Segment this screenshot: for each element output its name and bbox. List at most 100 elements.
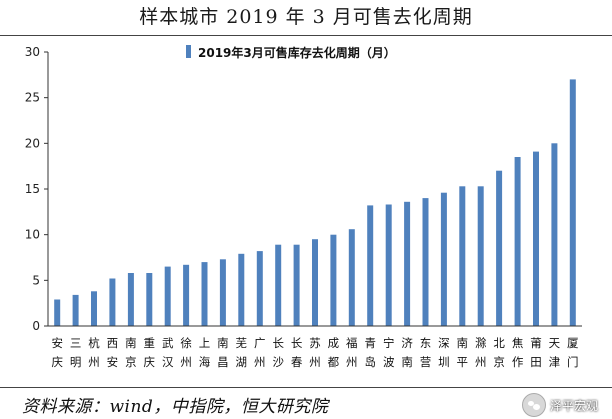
x-tick-label: 庆 <box>51 355 63 369</box>
source-note: 资料来源：wind，中指院，恒大研究院 <box>22 397 329 417</box>
x-tick-label: 芜 <box>236 336 248 350</box>
y-tick-label: 0 <box>32 319 40 333</box>
bar <box>54 299 61 326</box>
bar <box>275 244 282 326</box>
bar <box>551 143 558 326</box>
bar <box>219 259 226 326</box>
y-tick-label: 10 <box>25 228 40 242</box>
x-tick-label: 三 <box>70 336 82 350</box>
x-tick-label: 京 <box>125 355 137 369</box>
x-axis: 安庆三明杭州西安南京重庆武汉徐州上海南昌芜湖广州长沙长春苏州成都福州青岛宁波济南… <box>48 325 582 369</box>
x-tick-label: 南 <box>125 336 137 350</box>
bar <box>109 278 116 326</box>
legend-label: 2019年3月可售库存去化周期（月） <box>198 45 396 60</box>
x-tick-label: 天 <box>549 336 561 350</box>
x-tick-label: 广 <box>254 336 266 350</box>
y-tick-label: 15 <box>25 182 40 196</box>
footer-divider <box>0 387 612 388</box>
x-tick-label: 安 <box>107 355 119 369</box>
y-tick-label: 5 <box>32 273 40 287</box>
x-tick-label: 苏 <box>309 336 321 350</box>
x-tick-label: 南 <box>457 336 469 350</box>
bar <box>440 192 447 326</box>
x-tick-label: 南 <box>401 355 413 369</box>
x-tick-label: 圳 <box>438 355 450 369</box>
x-tick-label: 南 <box>217 336 229 350</box>
x-tick-label: 门 <box>567 355 579 369</box>
x-tick-label: 徐 <box>180 336 192 350</box>
bar <box>569 79 576 327</box>
x-tick-label: 波 <box>383 355 395 369</box>
x-tick-label: 平 <box>457 355 469 369</box>
bar <box>91 291 97 326</box>
x-tick-label: 州 <box>346 355 358 369</box>
x-tick-label: 州 <box>88 355 100 369</box>
x-tick-label: 作 <box>512 355 524 369</box>
x-tick-label: 长 <box>272 336 284 350</box>
wechat-icon <box>521 393 546 417</box>
x-tick-label: 济 <box>401 336 413 350</box>
bar <box>385 204 392 326</box>
bar <box>477 186 484 326</box>
x-tick-label: 津 <box>549 355 561 369</box>
x-tick-label: 上 <box>199 336 211 350</box>
x-tick-label: 都 <box>328 355 340 369</box>
bar <box>238 253 245 326</box>
legend-swatch <box>186 45 191 58</box>
bar <box>72 294 79 326</box>
x-tick-label: 宁 <box>383 336 395 350</box>
bar <box>404 201 411 326</box>
bar <box>367 205 374 326</box>
x-tick-label: 长 <box>291 336 303 350</box>
x-tick-label: 湖 <box>236 355 248 369</box>
bar <box>422 198 429 326</box>
x-tick-label: 营 <box>420 355 432 369</box>
x-tick-label: 厦 <box>567 336 579 350</box>
x-tick-label: 莆 <box>530 336 542 350</box>
bar <box>127 273 134 326</box>
x-tick-label: 东 <box>420 336 432 350</box>
x-tick-label: 滁 <box>475 336 487 350</box>
title-divider <box>0 35 612 36</box>
x-tick-label: 州 <box>309 355 321 369</box>
bars <box>54 79 576 327</box>
x-tick-label: 武 <box>162 336 174 350</box>
chart-title: 样本城市 2019 年 3 月可售去化周期 <box>139 6 473 28</box>
x-tick-label: 重 <box>144 336 156 350</box>
x-tick-label: 州 <box>254 355 266 369</box>
x-tick-label: 西 <box>107 336 119 350</box>
x-tick-label: 明 <box>70 355 82 369</box>
bar <box>348 229 355 326</box>
x-tick-label: 青 <box>364 336 376 350</box>
bar <box>293 244 300 326</box>
x-tick-label: 北 <box>493 336 505 350</box>
x-tick-label: 成 <box>328 336 340 350</box>
x-tick-label: 福 <box>346 336 358 350</box>
bar <box>164 266 171 326</box>
x-tick-label: 汉 <box>162 355 174 369</box>
x-tick-label: 深 <box>438 336 450 350</box>
x-tick-label: 京 <box>493 355 505 369</box>
x-tick-label: 岛 <box>364 355 376 369</box>
bar <box>514 157 521 326</box>
x-tick-label: 杭 <box>88 336 100 350</box>
x-tick-label: 州 <box>180 355 192 369</box>
x-tick-label: 焦 <box>512 336 524 350</box>
x-tick-label: 春 <box>291 355 303 369</box>
bar <box>201 262 208 326</box>
bar <box>533 151 539 326</box>
x-tick-label: 州 <box>475 355 487 369</box>
watermark-text: 泽平宏观 <box>549 398 598 413</box>
x-tick-label: 沙 <box>272 355 284 369</box>
bar <box>330 234 337 326</box>
watermark: 泽平宏观 <box>521 393 598 417</box>
legend: 2019年3月可售库存去化周期（月） <box>186 45 396 60</box>
bar <box>496 170 503 326</box>
bar <box>459 186 466 326</box>
x-tick-label: 庆 <box>144 355 156 369</box>
bar <box>312 239 318 326</box>
y-tick-label: 20 <box>25 136 40 150</box>
bar <box>183 264 190 326</box>
y-tick-label: 25 <box>25 91 40 105</box>
x-tick-label: 田 <box>530 355 542 369</box>
